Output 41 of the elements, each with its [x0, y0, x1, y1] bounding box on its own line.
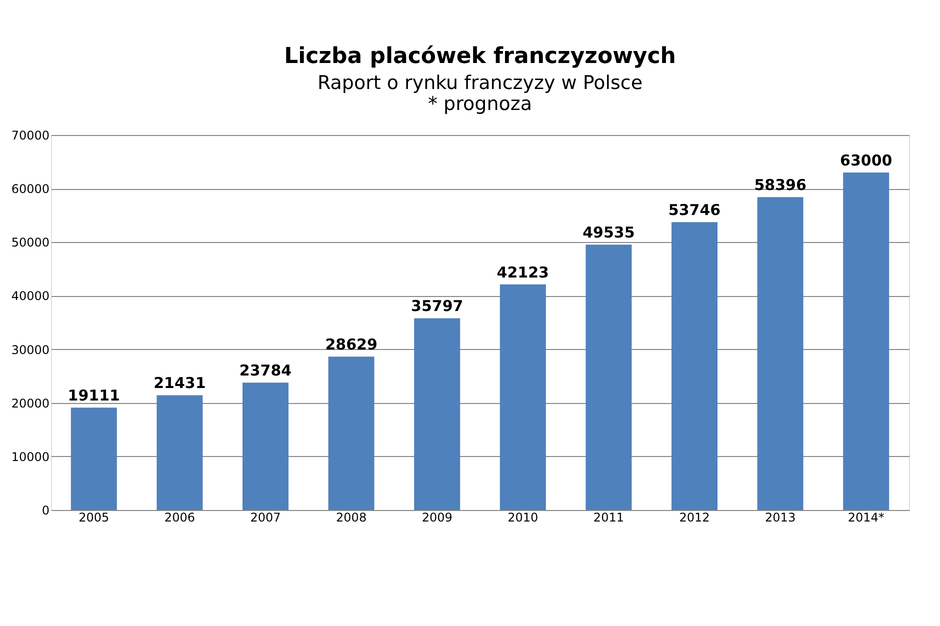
bar [70, 408, 117, 510]
x-tick-label: 2011 [593, 510, 624, 524]
data-label: 42123 [496, 263, 549, 282]
data-label: 53746 [668, 201, 721, 220]
y-tick-label: 0 [42, 504, 50, 518]
bar [757, 197, 804, 510]
bar [500, 284, 546, 510]
bar [672, 222, 718, 510]
data-label: 63000 [840, 152, 892, 170]
x-tick-label: 2008 [336, 510, 367, 524]
data-label: 49535 [582, 224, 635, 242]
y-tick-label: 30000 [11, 342, 50, 357]
bar [328, 356, 374, 510]
y-tick-label: 10000 [11, 450, 50, 464]
x-tick-label: 2013 [765, 510, 796, 524]
y-tick-label: 50000 [11, 236, 50, 250]
bar [843, 172, 890, 510]
data-label: 58396 [754, 176, 806, 194]
data-label: 35797 [411, 297, 464, 316]
x-tick-label: 2014* [848, 510, 884, 524]
chart-title: Liczba placówek franczyzowych [284, 44, 676, 69]
y-tick-label: 60000 [11, 182, 50, 196]
bar [242, 382, 288, 510]
x-tick-label: 2009 [422, 510, 452, 524]
chart-subtitle: Raport o rynku franczyzy w Polsce [317, 72, 643, 94]
text: * prognoza [428, 93, 532, 115]
data-label: 28629 [325, 336, 378, 354]
bar [156, 395, 203, 510]
data-label: 19111 [68, 386, 120, 405]
bar [586, 244, 632, 510]
data-label: 21431 [154, 374, 206, 392]
y-tick-label: 40000 [11, 289, 50, 304]
bar [414, 318, 460, 510]
y-tick-label: 70000 [11, 128, 50, 142]
x-tick-label: 2012 [679, 510, 710, 524]
x-tick-label: 2007 [250, 510, 281, 524]
x-tick-label: 2006 [164, 510, 195, 524]
x-tick-label: 2010 [508, 510, 538, 524]
y-tick-label: 20000 [11, 396, 50, 410]
data-label: 23784 [239, 362, 292, 380]
x-tick-label: 2005 [78, 510, 110, 524]
